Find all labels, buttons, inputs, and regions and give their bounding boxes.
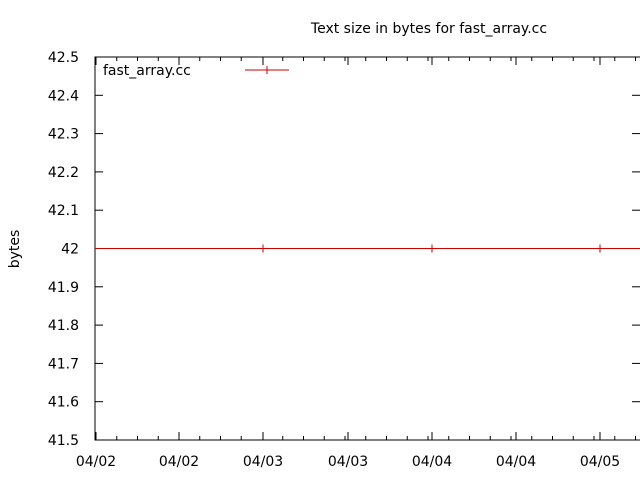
y-tick-label: 41.6 bbox=[48, 395, 79, 411]
x-tick-label: 04/03 bbox=[243, 454, 283, 470]
data-point bbox=[259, 244, 267, 253]
series-layer bbox=[95, 244, 640, 253]
data-point bbox=[596, 244, 604, 253]
y-axis-label: bytes bbox=[7, 230, 23, 269]
y-tick-label: 42.4 bbox=[48, 88, 79, 104]
x-tick-label: 04/02 bbox=[76, 454, 116, 470]
y-tick-label: 42.1 bbox=[48, 203, 79, 219]
y-tick-label: 41.5 bbox=[48, 433, 79, 449]
y-axis: 41.5 41.6 41.7 41.8 41.9 42 42.1 42.2 42.3 42.4 42… bbox=[48, 50, 640, 449]
legend: fast_array.cc bbox=[103, 63, 289, 79]
x-tick-label: 04/02 bbox=[159, 454, 199, 470]
y-tick-label: 42.5 bbox=[48, 50, 79, 66]
y-tick-label: 42.3 bbox=[48, 127, 79, 143]
x-tick-label: 04/05 bbox=[580, 454, 620, 470]
y-tick-label: 42.2 bbox=[48, 165, 79, 181]
chart-title: Text size in bytes for fast_array.cc bbox=[310, 21, 547, 37]
x-axis: 04/02 04/02 04/03 04/03 04/04 04/04 04/05 bbox=[76, 57, 636, 470]
y-tick-label: 41.8 bbox=[48, 318, 79, 334]
x-tick-label: 04/04 bbox=[412, 454, 452, 470]
y-tick-label: 42 bbox=[61, 242, 79, 258]
data-point bbox=[428, 244, 436, 253]
legend-entry-label: fast_array.cc bbox=[103, 63, 191, 79]
x-tick-label: 04/04 bbox=[496, 454, 536, 470]
x-tick-label: 04/03 bbox=[328, 454, 368, 470]
y-tick-label: 41.9 bbox=[48, 280, 79, 296]
y-tick-label: 41.7 bbox=[48, 356, 79, 372]
